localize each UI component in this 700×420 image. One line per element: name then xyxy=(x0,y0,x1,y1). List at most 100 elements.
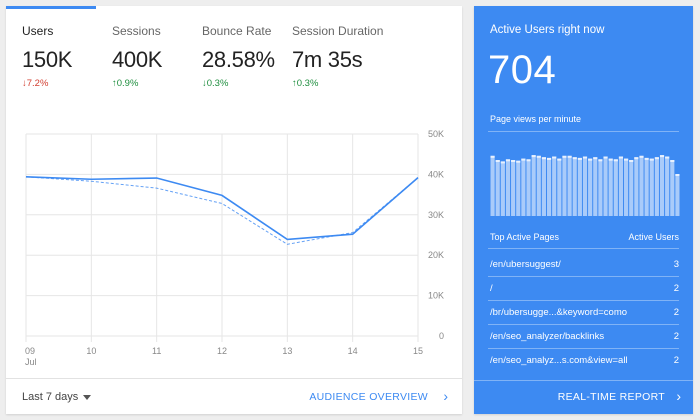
pageviews-bar-cap xyxy=(649,158,654,161)
metric-change: ↑0.9% xyxy=(112,78,139,89)
pageviews-label: Page views per minute xyxy=(490,114,582,124)
metric-name: Bounce Rate xyxy=(202,24,272,38)
date-range-dropdown[interactable]: Last 7 days xyxy=(22,391,92,403)
x-tick-label: 14 xyxy=(348,346,358,356)
metric-name: Sessions xyxy=(112,24,161,38)
pageviews-bar xyxy=(541,157,546,216)
metric-value: 400K xyxy=(112,47,163,72)
pageviews-bar xyxy=(593,157,598,216)
x-tick-label: 12 xyxy=(217,346,227,356)
pageviews-bar-cap xyxy=(608,158,613,161)
pageviews-bar xyxy=(644,157,649,216)
metric-name: Users xyxy=(22,24,54,38)
list-item[interactable]: /en/seo_analyz...s.com&view=all 2 xyxy=(490,348,679,372)
realtime-title: Active Users right now xyxy=(490,24,605,36)
realtime-footer-divider xyxy=(474,380,693,381)
row-divider xyxy=(488,348,679,349)
pageviews-bar-cap xyxy=(541,157,546,160)
metric-tab-session-duration[interactable]: Session Duration 7m 35s ↑0.3% xyxy=(292,24,452,89)
pageviews-bar xyxy=(531,155,536,216)
y-tick-label: 40K xyxy=(428,169,444,179)
pageviews-bar xyxy=(526,159,531,216)
x-tick-label: 13 xyxy=(282,346,292,356)
list-item[interactable]: /br/ubersugge...&keyword=como 2 xyxy=(490,300,679,324)
row-divider xyxy=(488,276,679,277)
users-line-chart: 50K 40K 30K 20K 10K 0 09 10 11 12 13 14 15 Jul xyxy=(25,129,444,367)
pageviews-bar-cap xyxy=(531,155,536,158)
pageviews-bar xyxy=(552,156,557,216)
audience-overview-card: Users 150K ↓7.2% Sessions 400K ↑0.9% Bou… xyxy=(6,6,462,414)
page-path: /br/ubersugge...&keyword=como xyxy=(490,306,628,318)
comparison-line xyxy=(25,176,419,245)
page-users: 3 xyxy=(673,258,679,270)
realtime-report-link[interactable]: REAL-TIME REPORT xyxy=(557,391,665,403)
pageviews-bar-cap xyxy=(654,157,659,160)
pageviews-bar xyxy=(675,174,680,216)
list-item[interactable]: /en/seo_analyzer/backlinks 2 xyxy=(490,324,679,348)
pageviews-bar xyxy=(582,156,588,216)
pageviews-bar-cap xyxy=(593,157,598,160)
footer-divider xyxy=(6,378,462,379)
pageviews-bar xyxy=(654,157,659,216)
pageviews-bar xyxy=(572,157,577,216)
pageviews-bar-cap xyxy=(598,159,603,162)
chevron-right-icon[interactable]: › xyxy=(443,388,448,404)
list-item[interactable]: /en/ubersuggest/ 3 xyxy=(490,252,679,276)
pageviews-divider xyxy=(488,131,679,132)
pageviews-bar-cap xyxy=(536,155,541,158)
chevron-right-icon[interactable]: › xyxy=(676,388,681,404)
pageviews-bar-cap xyxy=(505,159,511,162)
pageviews-bar-cap xyxy=(521,158,526,161)
pageviews-bar xyxy=(567,155,572,216)
pageviews-bar-cap xyxy=(634,157,639,160)
list-item[interactable]: / 2 xyxy=(490,276,679,300)
pageviews-bar-cap xyxy=(618,156,624,159)
x-month-label: Jul xyxy=(25,357,37,367)
audience-overview-link[interactable]: AUDIENCE OVERVIEW xyxy=(309,391,428,403)
metric-tab-users[interactable]: Users 150K ↓7.2% xyxy=(22,24,112,89)
pageviews-bar-chart xyxy=(490,155,680,216)
page-path: /en/ubersuggest/ xyxy=(490,258,561,270)
caret-down-icon xyxy=(83,394,92,400)
pageviews-bar-cap xyxy=(562,155,567,158)
pageviews-bar xyxy=(649,158,654,216)
pageviews-bar xyxy=(511,160,516,216)
pageviews-bar xyxy=(603,156,608,216)
active-users-count: 704 xyxy=(488,48,557,92)
pageviews-bar xyxy=(624,158,629,216)
pageviews-bar-cap xyxy=(613,159,618,162)
pageviews-bar xyxy=(618,156,624,216)
metric-value: 28.58% xyxy=(202,47,275,72)
pageviews-bar-cap xyxy=(511,160,516,162)
metric-tab-sessions[interactable]: Sessions 400K ↑0.9% xyxy=(112,24,202,89)
metric-change: ↑0.3% xyxy=(292,78,319,89)
page-users: 2 xyxy=(673,354,679,366)
pageviews-bar xyxy=(670,160,675,216)
pageviews-bar xyxy=(521,158,526,216)
page-users: 2 xyxy=(673,306,679,318)
top-pages-label: Top Active Pages xyxy=(490,232,560,242)
pageviews-bar-cap xyxy=(546,157,552,160)
pageviews-bar xyxy=(613,159,618,216)
metric-tab-bounce-rate[interactable]: Bounce Rate 28.58% ↓0.3% xyxy=(202,24,292,89)
pageviews-bar xyxy=(659,155,665,216)
pageviews-bar-cap xyxy=(629,160,634,162)
pageviews-bar-cap xyxy=(588,158,593,161)
pageviews-bar xyxy=(608,158,613,216)
metric-name: Session Duration xyxy=(292,24,384,38)
pageviews-bar xyxy=(557,158,562,216)
pageviews-bar xyxy=(516,160,521,216)
y-tick-label: 30K xyxy=(428,210,444,220)
pageviews-bar-cap xyxy=(516,160,521,163)
pageviews-bar xyxy=(495,160,500,216)
pageviews-bar-cap xyxy=(659,155,665,158)
active-users-label: Active Users xyxy=(628,232,679,242)
pageviews-bar xyxy=(536,155,541,216)
pageviews-bar xyxy=(665,156,670,216)
metric-value: 150K xyxy=(22,47,73,72)
pageviews-bar-cap xyxy=(500,161,505,164)
pageviews-bar-cap xyxy=(577,157,582,160)
pageviews-bar-cap xyxy=(495,160,500,162)
pageviews-bar xyxy=(546,157,552,216)
pageviews-bar xyxy=(505,159,511,216)
